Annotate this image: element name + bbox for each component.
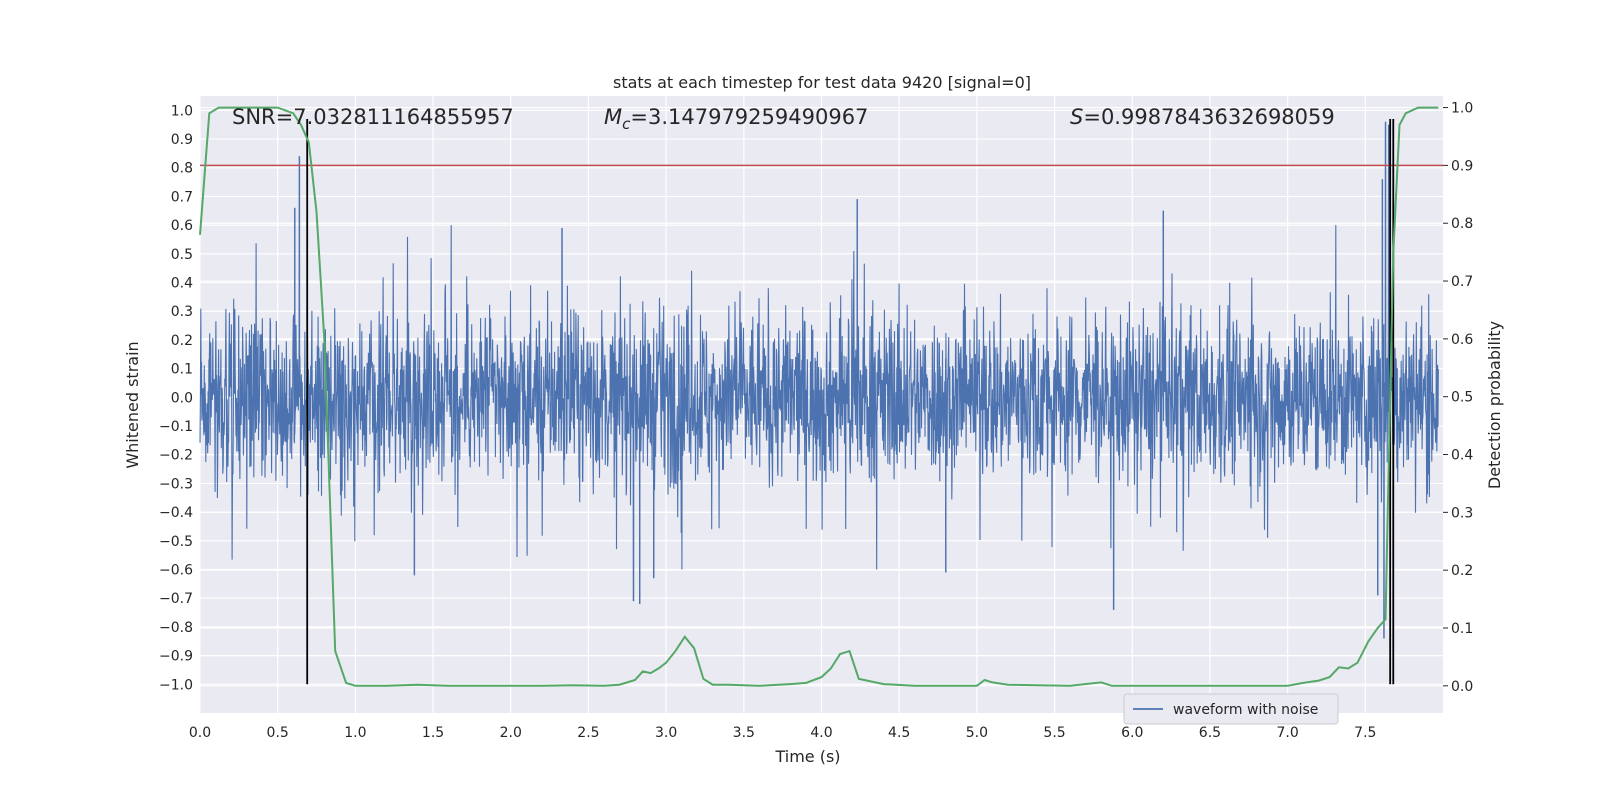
y-tick-label: −0.2 (159, 448, 193, 464)
y2-tick-label: 1.0 (1451, 101, 1473, 117)
x-tick-label: 2.5 (577, 725, 599, 741)
mc-value: =3.147979259490967 (630, 105, 868, 129)
y2-tick-label: 0.4 (1451, 448, 1473, 464)
probability-line (199, 106, 1439, 687)
x-tick-label: 4.0 (810, 725, 832, 741)
y-tick-label: 0.0 (171, 390, 193, 406)
legend: waveform with noise (1123, 693, 1339, 725)
y-tick-label: 1.0 (171, 103, 193, 119)
y-tick-label: 0.2 (171, 333, 193, 349)
y-tick-label: 0.9 (171, 132, 193, 148)
x-tick-label: 5.0 (966, 725, 988, 741)
y2-tick-label: 0.5 (1451, 390, 1473, 406)
y2-axis-label: Detection probability (1485, 321, 1504, 489)
s-symbol: S (1070, 105, 1083, 129)
y-tick-label: 0.6 (171, 218, 193, 234)
x-tick-label: 6.0 (1121, 725, 1143, 741)
mc-subscript: c (622, 115, 631, 133)
y-tick-label: −0.8 (159, 620, 193, 636)
y-tick-label: −1.0 (159, 677, 193, 693)
snr-annotation: SNR=7.032811164855957 (232, 105, 514, 129)
y-tick-label: −0.3 (159, 476, 193, 492)
legend-entry: waveform with noise (1173, 702, 1318, 718)
waveform-series (199, 121, 1439, 639)
x-tick-label: 1.0 (344, 725, 366, 741)
overlay-layer (200, 118, 1443, 685)
y2-tick-label: 0.2 (1451, 563, 1473, 579)
y-tick-label: −0.9 (159, 649, 193, 665)
x-tick-label: 1.5 (422, 725, 444, 741)
y2-tick-label: 0.7 (1451, 274, 1473, 290)
y-tick-label: 0.8 (171, 161, 193, 177)
y-tick-label: −0.1 (159, 419, 193, 435)
x-tick-label: 7.5 (1354, 725, 1376, 741)
legend-box (1123, 693, 1339, 725)
y-tick-label: 0.5 (171, 247, 193, 263)
y-tick-label: 0.7 (171, 189, 193, 205)
y2-tick-label: 0.0 (1451, 679, 1473, 695)
y-tick-label: −0.4 (159, 505, 193, 521)
probability-series (199, 106, 1439, 687)
x-tick-label: 3.0 (655, 725, 677, 741)
y-tick-label: 0.4 (171, 276, 193, 292)
s-value: =0.9987843632698059 (1083, 105, 1334, 129)
y-tick-label: −0.7 (159, 591, 193, 607)
x-tick-label: 4.5 (888, 725, 910, 741)
x-tick-label: 3.5 (733, 725, 755, 741)
x-tick-label: 7.0 (1276, 725, 1298, 741)
s-annotation: S=0.9987843632698059 (1070, 105, 1335, 129)
x-tick-label: 6.5 (1199, 725, 1221, 741)
y2-tick-label: 0.9 (1451, 158, 1473, 174)
mc-symbol: M (604, 105, 622, 129)
x-tick-label: 0.0 (189, 725, 211, 741)
mc-annotation: Mc=3.147979259490967 (604, 105, 868, 133)
waveform-line (199, 121, 1439, 639)
y-tick-label: −0.6 (159, 563, 193, 579)
x-tick-label: 5.5 (1043, 725, 1065, 741)
y2-tick-label: 0.8 (1451, 216, 1473, 232)
x-tick-label: 2.0 (500, 725, 522, 741)
y2-tick-label: 0.1 (1451, 621, 1473, 637)
y-axis-label: Whitened strain (123, 341, 142, 468)
y2-tick-label: 0.6 (1451, 332, 1473, 348)
chart-title: stats at each timestep for test data 942… (613, 73, 1031, 92)
x-tick-label: 0.5 (267, 725, 289, 741)
y2-tick-label: 0.3 (1451, 505, 1473, 521)
tick-labels: 0.0 0.5 1.0 1.5 2.0 2.5 3.0 3.5 4.0 4.5 5.0 5.5 6.0 6… (159, 101, 1473, 741)
y-tick-label: −0.5 (159, 534, 193, 550)
y-tick-label: 0.1 (171, 362, 193, 378)
y-tick-label: 0.3 (171, 304, 193, 320)
x-axis-label: Time (s) (774, 747, 840, 766)
